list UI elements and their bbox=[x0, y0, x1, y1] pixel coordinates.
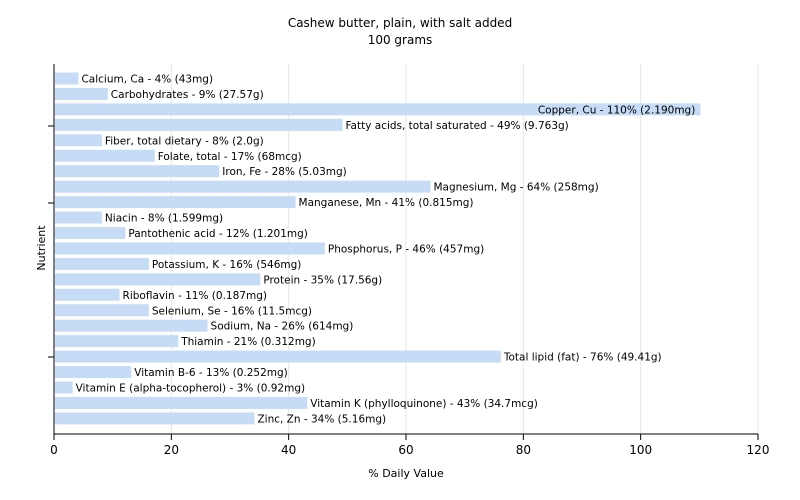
bar bbox=[55, 366, 132, 379]
bars: Calcium, Ca - 4% (43mg) Carbohydrates - 9… bbox=[55, 72, 701, 425]
bar-label: Calcium, Ca - 4% (43mg) bbox=[81, 74, 213, 86]
bar-label: Iron, Fe - 28% (5.03mg) bbox=[222, 166, 346, 178]
bar-label: Carbohydrates - 9% (27.57g) bbox=[111, 89, 264, 101]
bar-label: Vitamin E (alpha-tocopherol) - 3% (0.92m… bbox=[76, 383, 306, 395]
bar bbox=[55, 211, 102, 224]
bar bbox=[55, 72, 79, 85]
bar-label: Phosphorus, P - 46% (457mg) bbox=[328, 243, 484, 255]
bar-label: Potassium, K - 16% (546mg) bbox=[152, 259, 302, 271]
bar-label: Riboflavin - 11% (0.187mg) bbox=[123, 290, 267, 302]
bar bbox=[55, 273, 261, 286]
bar bbox=[55, 103, 701, 116]
bar bbox=[55, 381, 73, 394]
bar-label: Folate, total - 17% (68mcg) bbox=[158, 151, 302, 163]
bar-label: Copper, Cu - 110% (2.190mg) bbox=[538, 104, 696, 116]
y-axis-label: Nutrient bbox=[35, 225, 48, 271]
x-axis-label: % Daily Value bbox=[368, 467, 444, 480]
bar bbox=[55, 304, 149, 317]
bar bbox=[55, 134, 102, 147]
chart-title: Cashew butter, plain, with salt added bbox=[288, 16, 512, 30]
bar-label: Vitamin K (phylloquinone) - 43% (34.7mcg… bbox=[310, 398, 538, 410]
bar-label: Total lipid (fat) - 76% (49.41g) bbox=[503, 352, 662, 364]
bar bbox=[55, 335, 179, 348]
bar-label: Selenium, Se - 16% (11.5mcg) bbox=[152, 305, 312, 317]
bar bbox=[55, 396, 308, 409]
chart-subtitle: 100 grams bbox=[368, 33, 433, 47]
bar bbox=[55, 227, 126, 239]
bar-label: Fatty acids, total saturated - 49% (9.76… bbox=[345, 120, 568, 132]
x-tick-label: 100 bbox=[629, 443, 652, 457]
bar-label: Pantothenic acid - 12% (1.201mg) bbox=[128, 228, 307, 240]
bar bbox=[55, 350, 501, 363]
bar bbox=[55, 319, 208, 332]
bar bbox=[55, 149, 155, 162]
bar bbox=[55, 242, 325, 255]
bar-label: Niacin - 8% (1.599mg) bbox=[105, 213, 223, 225]
bar-label: Vitamin B-6 - 13% (0.252mg) bbox=[134, 367, 288, 379]
x-tick-label: 0 bbox=[50, 443, 58, 457]
bar-label: Thiamin - 21% (0.312mg) bbox=[180, 336, 316, 348]
bar-label: Manganese, Mn - 41% (0.815mg) bbox=[299, 197, 474, 209]
bar bbox=[55, 180, 431, 193]
bar-label: Fiber, total dietary - 8% (2.0g) bbox=[105, 135, 264, 147]
x-tick-label: 80 bbox=[516, 443, 531, 457]
x-tick-label: 40 bbox=[281, 443, 296, 457]
bar bbox=[55, 288, 120, 301]
bar-label: Protein - 35% (17.56g) bbox=[263, 274, 382, 286]
bar-label: Magnesium, Mg - 64% (258mg) bbox=[433, 182, 598, 194]
bar bbox=[55, 196, 296, 209]
bar bbox=[55, 87, 108, 100]
bar bbox=[55, 165, 220, 178]
bar bbox=[55, 257, 149, 270]
bar bbox=[55, 412, 255, 425]
x-tick-label: 20 bbox=[164, 443, 179, 457]
x-tick-labels: 0 20 40 60 80 100 120 bbox=[50, 434, 769, 457]
x-tick-label: 120 bbox=[747, 443, 770, 457]
bar bbox=[55, 118, 343, 131]
x-tick-label: 60 bbox=[398, 443, 413, 457]
bar-label: Sodium, Na - 26% (614mg) bbox=[211, 321, 354, 333]
bar-label: Zinc, Zn - 34% (5.16mg) bbox=[257, 413, 386, 425]
